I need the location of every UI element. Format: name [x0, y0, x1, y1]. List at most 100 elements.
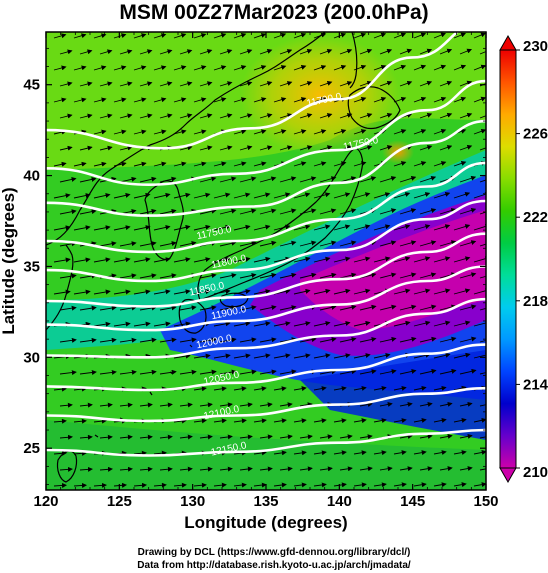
wind-arrow [73, 193, 91, 199]
wind-arrow [293, 321, 311, 327]
wind-arrow [313, 32, 327, 39]
wind-arrow [113, 482, 127, 488]
wind-arrow [313, 482, 327, 488]
wind-arrow [213, 289, 231, 295]
wind-arrow [99, 434, 113, 440]
wind-arrow [93, 33, 107, 39]
wind-arrow [453, 450, 467, 455]
wind-arrow [73, 225, 91, 231]
height-contour-line [46, 119, 486, 217]
wind-arrow [473, 96, 486, 103]
wind-arrow [413, 32, 427, 39]
wind-arrow [199, 176, 217, 183]
wind-arrow [233, 65, 247, 71]
wind-arrow [259, 305, 277, 311]
wind-arrow [59, 113, 73, 119]
wind-arrow [259, 176, 277, 183]
wind-arrow [53, 482, 67, 488]
wind-arrow [293, 418, 307, 424]
wind-arrow [393, 96, 407, 103]
wind-arrow [439, 434, 453, 439]
wind-arrow [233, 129, 247, 135]
wind-arrow [133, 225, 151, 231]
wind-arrow [159, 305, 177, 311]
wind-arrow [213, 33, 227, 39]
wind-arrow [433, 128, 447, 135]
wind-arrow [353, 224, 371, 231]
wind-arrow [313, 161, 327, 167]
colorbar-tick-label: 226 [523, 126, 548, 143]
wind-arrow [193, 386, 207, 392]
wind-arrow [53, 97, 67, 103]
wind-arrow [99, 337, 117, 343]
wind-arrow [153, 482, 167, 488]
wind-arrow [133, 97, 147, 103]
wind-arrow [213, 321, 231, 327]
wind-arrow [459, 48, 473, 55]
wind-arrow [379, 402, 393, 407]
wind-arrow [473, 128, 486, 135]
wind-arrow [153, 65, 167, 71]
wind-arrow [339, 208, 357, 215]
wind-arrow [413, 64, 427, 71]
wind-arrow [259, 272, 277, 279]
wind-arrow [459, 433, 473, 439]
wind-arrow [419, 240, 437, 247]
wind-arrow [239, 466, 253, 472]
wind-arrow [313, 321, 331, 327]
height-contour-line [46, 428, 486, 457]
wind-arrow [93, 193, 111, 199]
wind-arrow [179, 305, 197, 311]
wind-arrow [433, 288, 451, 295]
wind-arrow [299, 337, 317, 343]
wind-arrow [79, 113, 93, 119]
wind-arrow [93, 65, 107, 71]
wind-arrow [473, 32, 486, 39]
wind-arrow [73, 482, 87, 488]
wind-arrow [299, 81, 313, 87]
wind-arrow [213, 97, 227, 103]
colorbar-tick-label: 210 [523, 464, 548, 481]
wind-arrow [333, 64, 347, 71]
wind-arrow [199, 402, 213, 408]
wind-arrow [393, 224, 411, 231]
wind-arrow [453, 64, 467, 71]
wind-arrow [419, 401, 433, 407]
wind-arrow [193, 97, 207, 103]
wind-arrow [259, 81, 273, 87]
wind-arrow [353, 320, 371, 327]
wind-arrow [319, 272, 337, 279]
wind-arrow [259, 402, 273, 408]
wind-arrow [159, 434, 173, 440]
wind-arrow [179, 241, 197, 247]
wind-arrow [219, 176, 237, 183]
wind-arrow [93, 289, 111, 295]
wind-arrow [253, 161, 267, 167]
wind-arrow [453, 256, 471, 263]
wind-arrow [93, 418, 107, 424]
wind-arrow [139, 81, 153, 87]
wind-arrow [319, 48, 333, 55]
wind-arrow [79, 177, 97, 183]
wind-arrow [139, 369, 157, 375]
wind-arrow [219, 81, 233, 87]
wind-arrow [133, 192, 151, 199]
wind-arrow [433, 64, 447, 71]
wind-arrow [139, 176, 157, 183]
wind-arrow [133, 65, 147, 71]
wind-arrow [179, 434, 193, 440]
wind-arrow [93, 257, 111, 263]
x-tick-label: 150 [473, 493, 498, 510]
wind-arrow [199, 113, 213, 119]
wind-arrow [293, 450, 307, 456]
wind-arrow [199, 369, 217, 375]
wind-arrow [399, 240, 417, 247]
wind-arrow [313, 224, 331, 231]
wind-arrow [253, 33, 267, 39]
wind-arrow [273, 418, 287, 424]
wind-arrow [113, 192, 131, 199]
wind-arrow [373, 64, 387, 71]
wind-arrow [213, 257, 231, 263]
wind-arrow [273, 353, 291, 359]
wind-arrow [133, 33, 147, 39]
